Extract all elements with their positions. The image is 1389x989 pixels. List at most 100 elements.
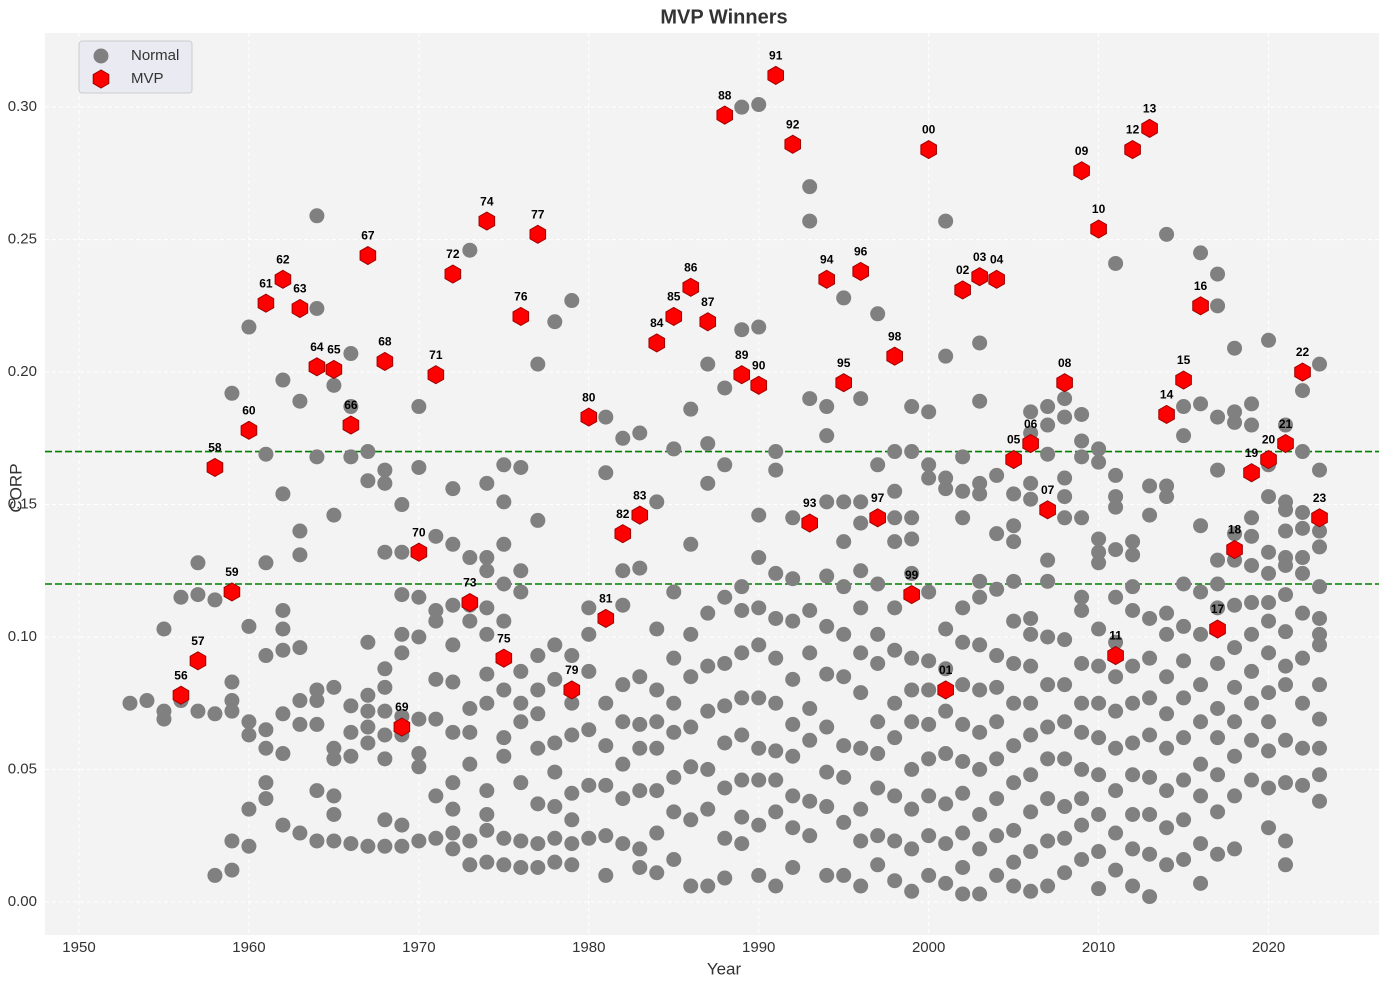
normal-marker (1159, 626, 1175, 642)
normal-marker (190, 555, 206, 571)
normal-marker (734, 836, 750, 852)
normal-marker (1261, 685, 1277, 701)
normal-marker (1006, 613, 1022, 629)
normal-marker (1125, 602, 1141, 618)
normal-marker (836, 867, 852, 883)
point-label: 90 (752, 358, 766, 372)
normal-marker (411, 746, 427, 762)
normal-marker (1227, 748, 1243, 764)
x-tick-label: 1980 (572, 939, 605, 956)
mvp-marker (393, 717, 411, 737)
normal-marker (1295, 740, 1311, 756)
normal-marker (1125, 547, 1141, 563)
normal-marker (1142, 478, 1158, 494)
normal-marker (1278, 732, 1294, 748)
normal-marker (785, 716, 801, 732)
point-label: 00 (922, 123, 936, 137)
normal-marker (1074, 852, 1090, 868)
normal-marker (1210, 576, 1226, 592)
normal-marker (1278, 658, 1294, 674)
point-label: 66 (344, 398, 358, 412)
normal-marker (819, 618, 835, 634)
normal-marker (1125, 806, 1141, 822)
normal-marker (887, 642, 903, 658)
normal-marker (666, 724, 682, 740)
mvp-marker (495, 648, 513, 668)
normal-marker (717, 735, 733, 751)
normal-marker (1176, 618, 1192, 634)
normal-marker (530, 356, 546, 372)
normal-marker (292, 640, 308, 656)
normal-marker (1091, 531, 1107, 547)
y-tick-label: 0.30 (8, 98, 37, 115)
normal-marker (1295, 650, 1311, 666)
normal-marker (1091, 806, 1107, 822)
normal-marker (377, 751, 393, 767)
point-label: 71 (429, 348, 443, 362)
normal-marker (819, 799, 835, 815)
normal-marker (904, 399, 920, 415)
normal-marker (241, 714, 257, 730)
normal-marker (1040, 399, 1056, 415)
normal-marker (921, 653, 937, 669)
point-label: 01 (939, 663, 953, 677)
normal-marker (1125, 695, 1141, 711)
normal-marker (955, 785, 971, 801)
normal-marker (751, 740, 767, 756)
normal-marker (326, 751, 342, 767)
normal-marker (1278, 557, 1294, 573)
mvp-marker (308, 357, 326, 377)
y-tick-label: 0.20 (8, 363, 37, 380)
normal-marker (972, 475, 988, 491)
normal-marker (428, 788, 444, 804)
point-label: 99 (905, 568, 919, 582)
normal-marker (1125, 658, 1141, 674)
point-label: 72 (446, 247, 460, 261)
mvp-marker (1260, 449, 1277, 470)
normal-marker (564, 695, 580, 711)
normal-marker (1244, 695, 1260, 711)
normal-marker (598, 695, 614, 711)
normal-marker (496, 536, 512, 552)
normal-marker (1261, 565, 1277, 581)
normal-marker (292, 547, 308, 563)
mvp-marker (1294, 362, 1311, 382)
normal-marker (394, 645, 410, 661)
normal-marker (802, 732, 818, 748)
normal-marker (581, 600, 597, 616)
y-tick-label: 0.00 (8, 893, 37, 910)
normal-marker (343, 724, 359, 740)
normal-marker (1074, 510, 1090, 526)
y-tick-label: 0.10 (8, 628, 37, 645)
normal-marker (445, 536, 461, 552)
normal-marker (632, 560, 648, 576)
normal-marker (1108, 542, 1124, 558)
mvp-marker (274, 269, 292, 289)
normal-marker (394, 838, 410, 854)
normal-marker (1057, 489, 1073, 505)
normal-marker (377, 703, 393, 719)
normal-marker (1142, 727, 1158, 743)
normal-marker (955, 600, 971, 616)
point-label: 63 (293, 282, 307, 296)
normal-marker (819, 428, 835, 444)
normal-marker (972, 682, 988, 698)
normal-marker (479, 626, 495, 642)
normal-marker (921, 751, 937, 767)
normal-marker (1125, 841, 1141, 857)
normal-marker (1312, 356, 1328, 372)
normal-marker (598, 409, 614, 425)
normal-marker (1142, 806, 1158, 822)
normal-marker (632, 740, 648, 756)
normal-marker (1193, 836, 1209, 852)
normal-marker (836, 814, 852, 830)
normal-marker (547, 637, 563, 653)
normal-marker (1278, 417, 1294, 433)
normal-marker (428, 602, 444, 618)
normal-marker (717, 589, 733, 605)
normal-marker (717, 380, 733, 396)
point-label: 21 (1279, 417, 1293, 431)
normal-marker (1057, 751, 1073, 767)
normal-marker (649, 740, 665, 756)
normal-marker (615, 677, 631, 693)
